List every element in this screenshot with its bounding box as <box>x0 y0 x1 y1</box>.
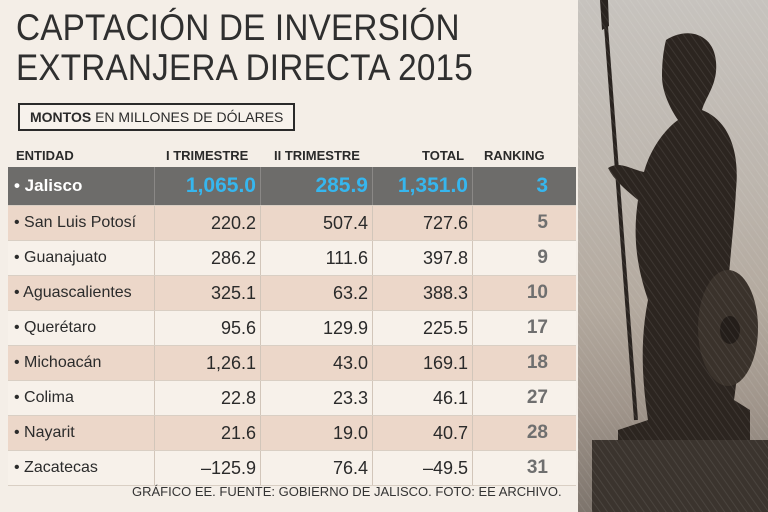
cell-q1: 220.2 <box>154 206 261 240</box>
col-header-total: TOTAL <box>422 148 465 163</box>
title-line-2: EXTRANJERA DIRECTA 2015 <box>16 47 473 88</box>
cell-ranking: 9 <box>537 247 548 268</box>
cell-q2: 111.6 <box>262 241 373 275</box>
statue-illustration <box>578 0 768 512</box>
chart-title: CAPTACIÓN DE INVERSIÓN EXTRANJERA DIRECT… <box>16 8 473 88</box>
subtitle-bold: MONTOS <box>30 109 92 125</box>
cell-q1: 325.1 <box>154 276 261 310</box>
col-header-q2: II TRIMESTRE <box>274 148 360 163</box>
cell-total: 1,351.0 <box>374 167 473 205</box>
subtitle-rest: EN MILLONES DE DÓLARES <box>91 109 284 125</box>
table-row: • Guanajuato 286.2 111.6 397.8 9 <box>8 241 576 276</box>
table-row: • Colima 22.8 23.3 46.1 27 <box>8 381 576 416</box>
cell-entidad: • Zacatecas <box>8 451 155 485</box>
cell-q1: 1,26.1 <box>154 346 261 380</box>
cell-total: 388.3 <box>374 276 473 310</box>
cell-ranking: 31 <box>526 457 548 478</box>
cell-total: –49.5 <box>374 451 473 485</box>
cell-entidad: • Nayarit <box>8 416 155 450</box>
col-header-entidad: ENTIDAD <box>16 148 74 163</box>
cell-entidad: • Colima <box>8 381 155 415</box>
cell-entidad: • Guanajuato <box>8 241 155 275</box>
col-header-q1: I TRIMESTRE <box>166 148 249 163</box>
units-subtitle: MONTOS EN MILLONES DE DÓLARES <box>18 103 296 131</box>
cell-q2: 43.0 <box>262 346 373 380</box>
table-row: • San Luis Potosí 220.2 507.4 727.6 5 <box>8 206 576 241</box>
cell-q2: 76.4 <box>262 451 373 485</box>
cell-ranking: 27 <box>526 387 548 408</box>
cell-total: 46.1 <box>374 381 473 415</box>
cell-total: 727.6 <box>374 206 473 240</box>
cell-total: 397.8 <box>374 241 473 275</box>
cell-q1: 21.6 <box>154 416 261 450</box>
title-line-1: CAPTACIÓN DE INVERSIÓN <box>16 7 460 48</box>
cell-total: 40.7 <box>374 416 473 450</box>
cell-total: 225.5 <box>374 311 473 345</box>
cell-q1: 286.2 <box>154 241 261 275</box>
table-row-highlighted: • Jalisco 1,065.0 285.9 1,351.0 3 <box>8 167 576 206</box>
cell-q2: 129.9 <box>262 311 373 345</box>
cell-entidad: • San Luis Potosí <box>8 206 155 240</box>
cell-ranking: 18 <box>526 352 548 373</box>
cell-ranking: 17 <box>526 317 548 338</box>
cell-q2: 63.2 <box>262 276 373 310</box>
cell-entidad: • Michoacán <box>8 346 155 380</box>
cell-q2: 285.9 <box>262 167 373 205</box>
col-header-ranking: RANKING <box>484 148 545 163</box>
cell-ranking: 5 <box>537 212 548 233</box>
cell-ranking: 28 <box>526 422 548 443</box>
table-row: • Nayarit 21.6 19.0 40.7 28 <box>8 416 576 451</box>
cell-q2: 23.3 <box>262 381 373 415</box>
cell-q2: 507.4 <box>262 206 373 240</box>
statue-photo <box>578 0 768 512</box>
cell-q2: 19.0 <box>262 416 373 450</box>
infographic-panel: CAPTACIÓN DE INVERSIÓN EXTRANJERA DIRECT… <box>8 7 576 499</box>
cell-ranking: 3 <box>536 174 548 197</box>
cell-q1: 22.8 <box>154 381 261 415</box>
source-note: GRÁFICO EE. FUENTE: GOBIERNO DE JALISCO.… <box>132 484 562 499</box>
table-row: • Aguascalientes 325.1 63.2 388.3 10 <box>8 276 576 311</box>
table-row: • Michoacán 1,26.1 43.0 169.1 18 <box>8 346 576 381</box>
table-row: • Zacatecas –125.9 76.4 –49.5 31 <box>8 451 576 486</box>
cell-entidad: • Jalisco <box>8 167 155 205</box>
cell-ranking: 10 <box>526 282 548 303</box>
data-table: • Jalisco 1,065.0 285.9 1,351.0 3 • San Luis … <box>8 167 576 486</box>
cell-entidad: • Aguascalientes <box>8 276 155 310</box>
cell-total: 169.1 <box>374 346 473 380</box>
table-header: ENTIDAD I TRIMESTRE II TRIMESTRE TOTAL R… <box>8 146 576 166</box>
cell-entidad: • Querétaro <box>8 311 155 345</box>
table-row: • Querétaro 95.6 129.9 225.5 17 <box>8 311 576 346</box>
cell-q1: –125.9 <box>154 451 261 485</box>
cell-q1: 1,065.0 <box>154 167 261 205</box>
cell-q1: 95.6 <box>154 311 261 345</box>
